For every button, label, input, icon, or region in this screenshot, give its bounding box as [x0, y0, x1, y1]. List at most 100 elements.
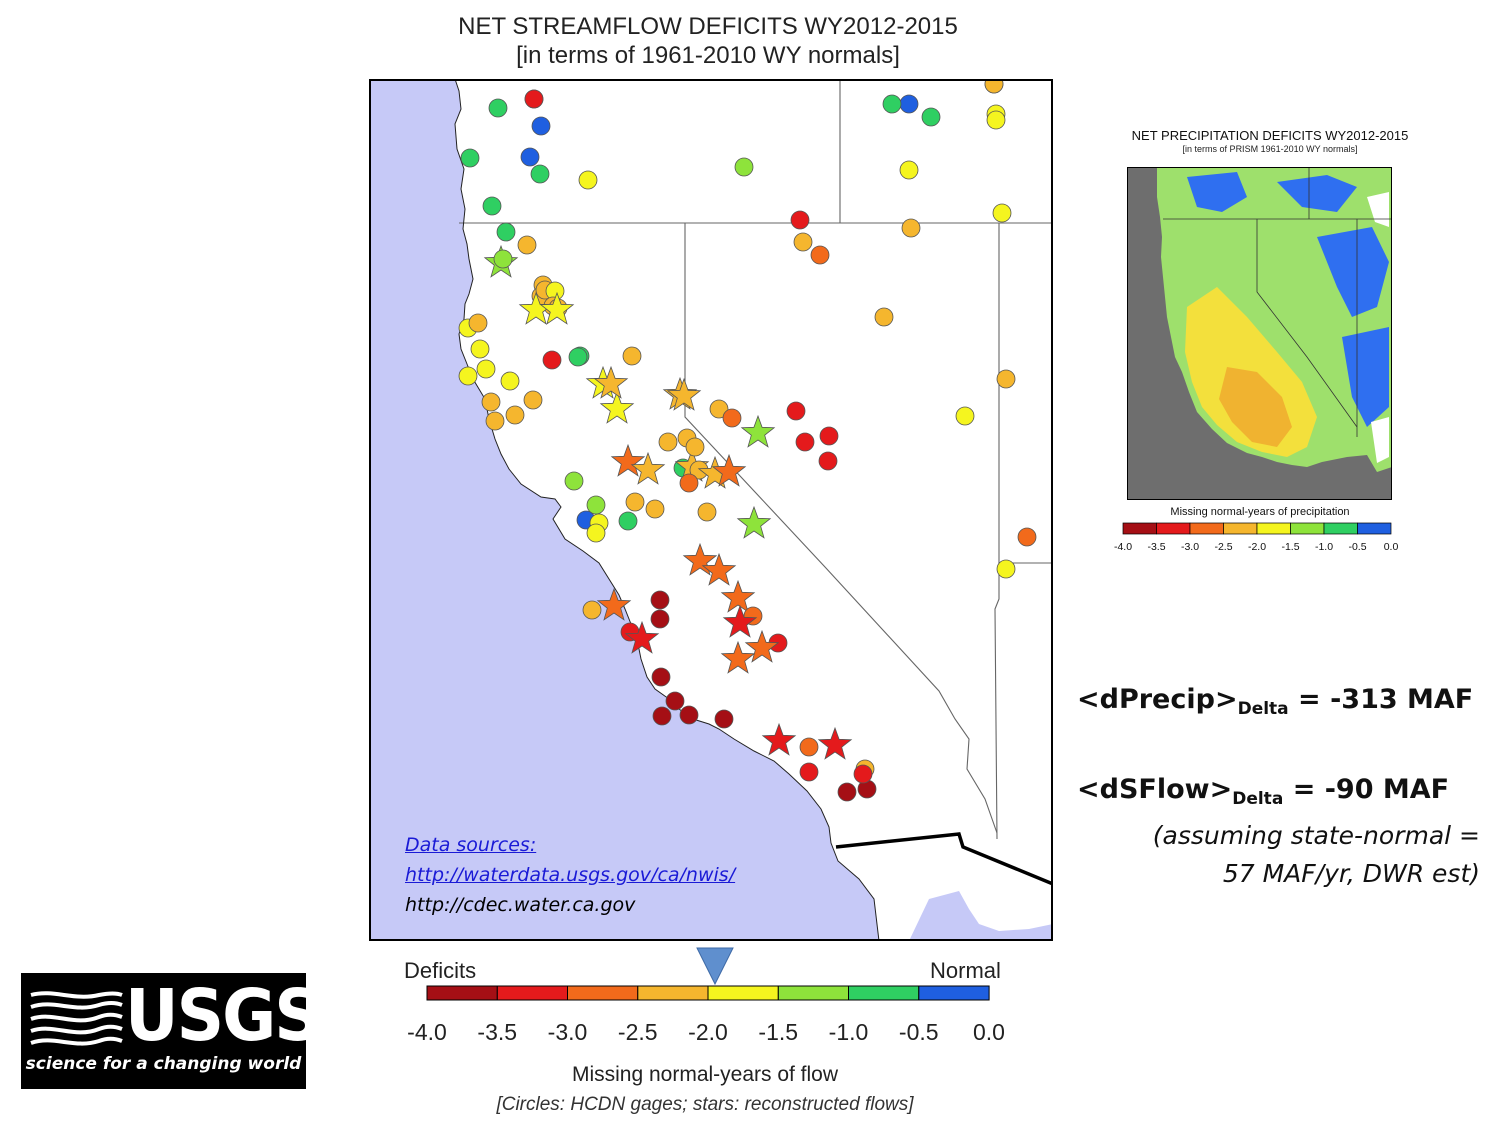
legend-color-bin [707, 985, 779, 1001]
station-circle-marker [899, 94, 919, 114]
station-star-marker [682, 542, 718, 576]
station-circle-marker [618, 511, 638, 531]
station-star-marker [596, 587, 632, 621]
legend-normal-label: Normal [930, 958, 1001, 983]
station-circle-marker [586, 523, 606, 543]
station-circle-marker [651, 667, 671, 687]
station-circle-marker [485, 411, 505, 431]
station-circle-marker [531, 116, 551, 136]
station-circle-marker [460, 148, 480, 168]
station-circle-marker [734, 157, 754, 177]
inset-legend-color-bin [1122, 522, 1157, 535]
station-circle-marker [481, 392, 501, 412]
station-circle-marker [996, 369, 1016, 389]
inset-wet-north [1187, 172, 1389, 427]
station-star-marker [610, 443, 646, 477]
usgs-tagline: science for a changing world [25, 1054, 302, 1074]
station-star-marker [539, 291, 575, 325]
main-map-title: NET STREAMFLOW DEFICITS WY2012-2015 [in … [370, 12, 1046, 70]
station-circle-marker [819, 426, 839, 446]
precip-delta-equation: <dPrecip>Delta = -313 MAF [1077, 684, 1473, 719]
legend-tick-label: -2.5 [617, 1019, 658, 1045]
station-star-marker [740, 414, 776, 448]
inset-frame [1127, 167, 1392, 500]
precip-delta-subscript: Delta [1237, 699, 1289, 719]
station-circle-marker [658, 432, 678, 452]
usgs-waves-icon [30, 991, 123, 1046]
border-mexico [835, 832, 1053, 886]
legend-tick-label: 0.0 [973, 1019, 1005, 1045]
station-circle-marker [714, 709, 734, 729]
inset-legend-tick-label: -4.0 [1113, 541, 1133, 553]
flow-delta-value: = -90 MAF [1283, 774, 1450, 805]
legend-color-bins [426, 985, 990, 1001]
inset-driest [1219, 367, 1292, 447]
precipitation-deficit-map [1127, 167, 1392, 500]
usgs-wordmark: USGS [125, 973, 322, 1058]
inset-legend-color-bin [1189, 522, 1224, 535]
station-markers [458, 79, 1037, 802]
station-circle-marker [986, 110, 1006, 130]
station-star-marker [720, 579, 756, 613]
usgs-logo: USGS science for a changing world [21, 973, 322, 1089]
streamflow-deficit-map [369, 79, 1053, 941]
flow-delta-equation: <dSFlow>Delta = -90 MAF [1077, 774, 1449, 809]
station-circle-marker [542, 350, 562, 370]
flow-delta-subscript: Delta [1232, 789, 1284, 809]
station-circle-marker [799, 762, 819, 782]
station-circle-marker [568, 347, 588, 367]
station-star-marker [630, 451, 666, 485]
station-star-marker [761, 722, 797, 756]
station-circle-marker [468, 313, 488, 333]
station-star-marker [624, 620, 660, 654]
station-circle-marker [810, 245, 830, 265]
usgs-nwis-link[interactable]: http://waterdata.usgs.gov/ca/nwis/ [405, 864, 736, 886]
legend-tick-label: -3.0 [547, 1019, 588, 1045]
inset-border-ca-nv [1256, 219, 1358, 428]
station-star-marker [599, 390, 635, 424]
station-circle-marker [679, 705, 699, 725]
flow-delta-label: <dSFlow> [1077, 774, 1233, 805]
station-circle-marker [470, 339, 490, 359]
inset-legend-tick-label: -3.5 [1147, 541, 1166, 553]
border-nevada-arizona [994, 223, 1000, 840]
station-star-marker [593, 365, 629, 399]
station-circle-marker [790, 210, 810, 230]
station-circle-marker [992, 203, 1012, 223]
station-circle-marker [482, 196, 502, 216]
station-circle-marker [517, 235, 537, 255]
inset-legend-color-bin [1256, 522, 1291, 535]
legend-color-bin [918, 985, 990, 1001]
station-circle-marker [996, 559, 1016, 579]
flow-color-legend [426, 947, 990, 1001]
legend-tick-label: -1.5 [758, 1019, 799, 1045]
legend-caption: Missing normal-years of flow [571, 1063, 839, 1086]
pacific-ocean [369, 79, 879, 941]
inset-legend-tick-label: -2.0 [1247, 541, 1267, 553]
station-circle-marker [458, 366, 478, 386]
station-circle-marker [520, 147, 540, 167]
main-map-title-line1: NET STREAMFLOW DEFICITS WY2012-2015 [458, 13, 958, 40]
legend-color-bin [777, 985, 850, 1001]
inset-legend-tick-label: -1.0 [1314, 541, 1334, 553]
legend-color-bin [496, 985, 569, 1001]
legend-color-bin [637, 985, 709, 1001]
station-circle-marker [496, 222, 516, 242]
inset-legend-color-bin [1290, 522, 1325, 535]
data-sources: Data sources: http://waterdata.usgs.gov/… [405, 830, 735, 920]
station-circle-marker [899, 160, 919, 180]
station-circle-marker [837, 782, 857, 802]
station-circle-marker [882, 94, 902, 114]
inset-borders [1163, 167, 1392, 437]
station-circle-marker [874, 307, 894, 327]
inset-legend-color-bin [1223, 522, 1258, 535]
station-circle-marker [818, 451, 838, 471]
station-circle-marker [622, 346, 642, 366]
station-circle-marker [586, 495, 606, 515]
legend-deficits-label: Deficits [404, 958, 477, 983]
precip-delta-label: <dPrecip> [1077, 684, 1238, 715]
inset-legend-tick-label: 0.0 [1383, 541, 1399, 553]
data-sources-heading[interactable]: Data sources: [405, 834, 537, 856]
station-circle-marker [955, 406, 975, 426]
station-circle-marker [799, 737, 819, 757]
